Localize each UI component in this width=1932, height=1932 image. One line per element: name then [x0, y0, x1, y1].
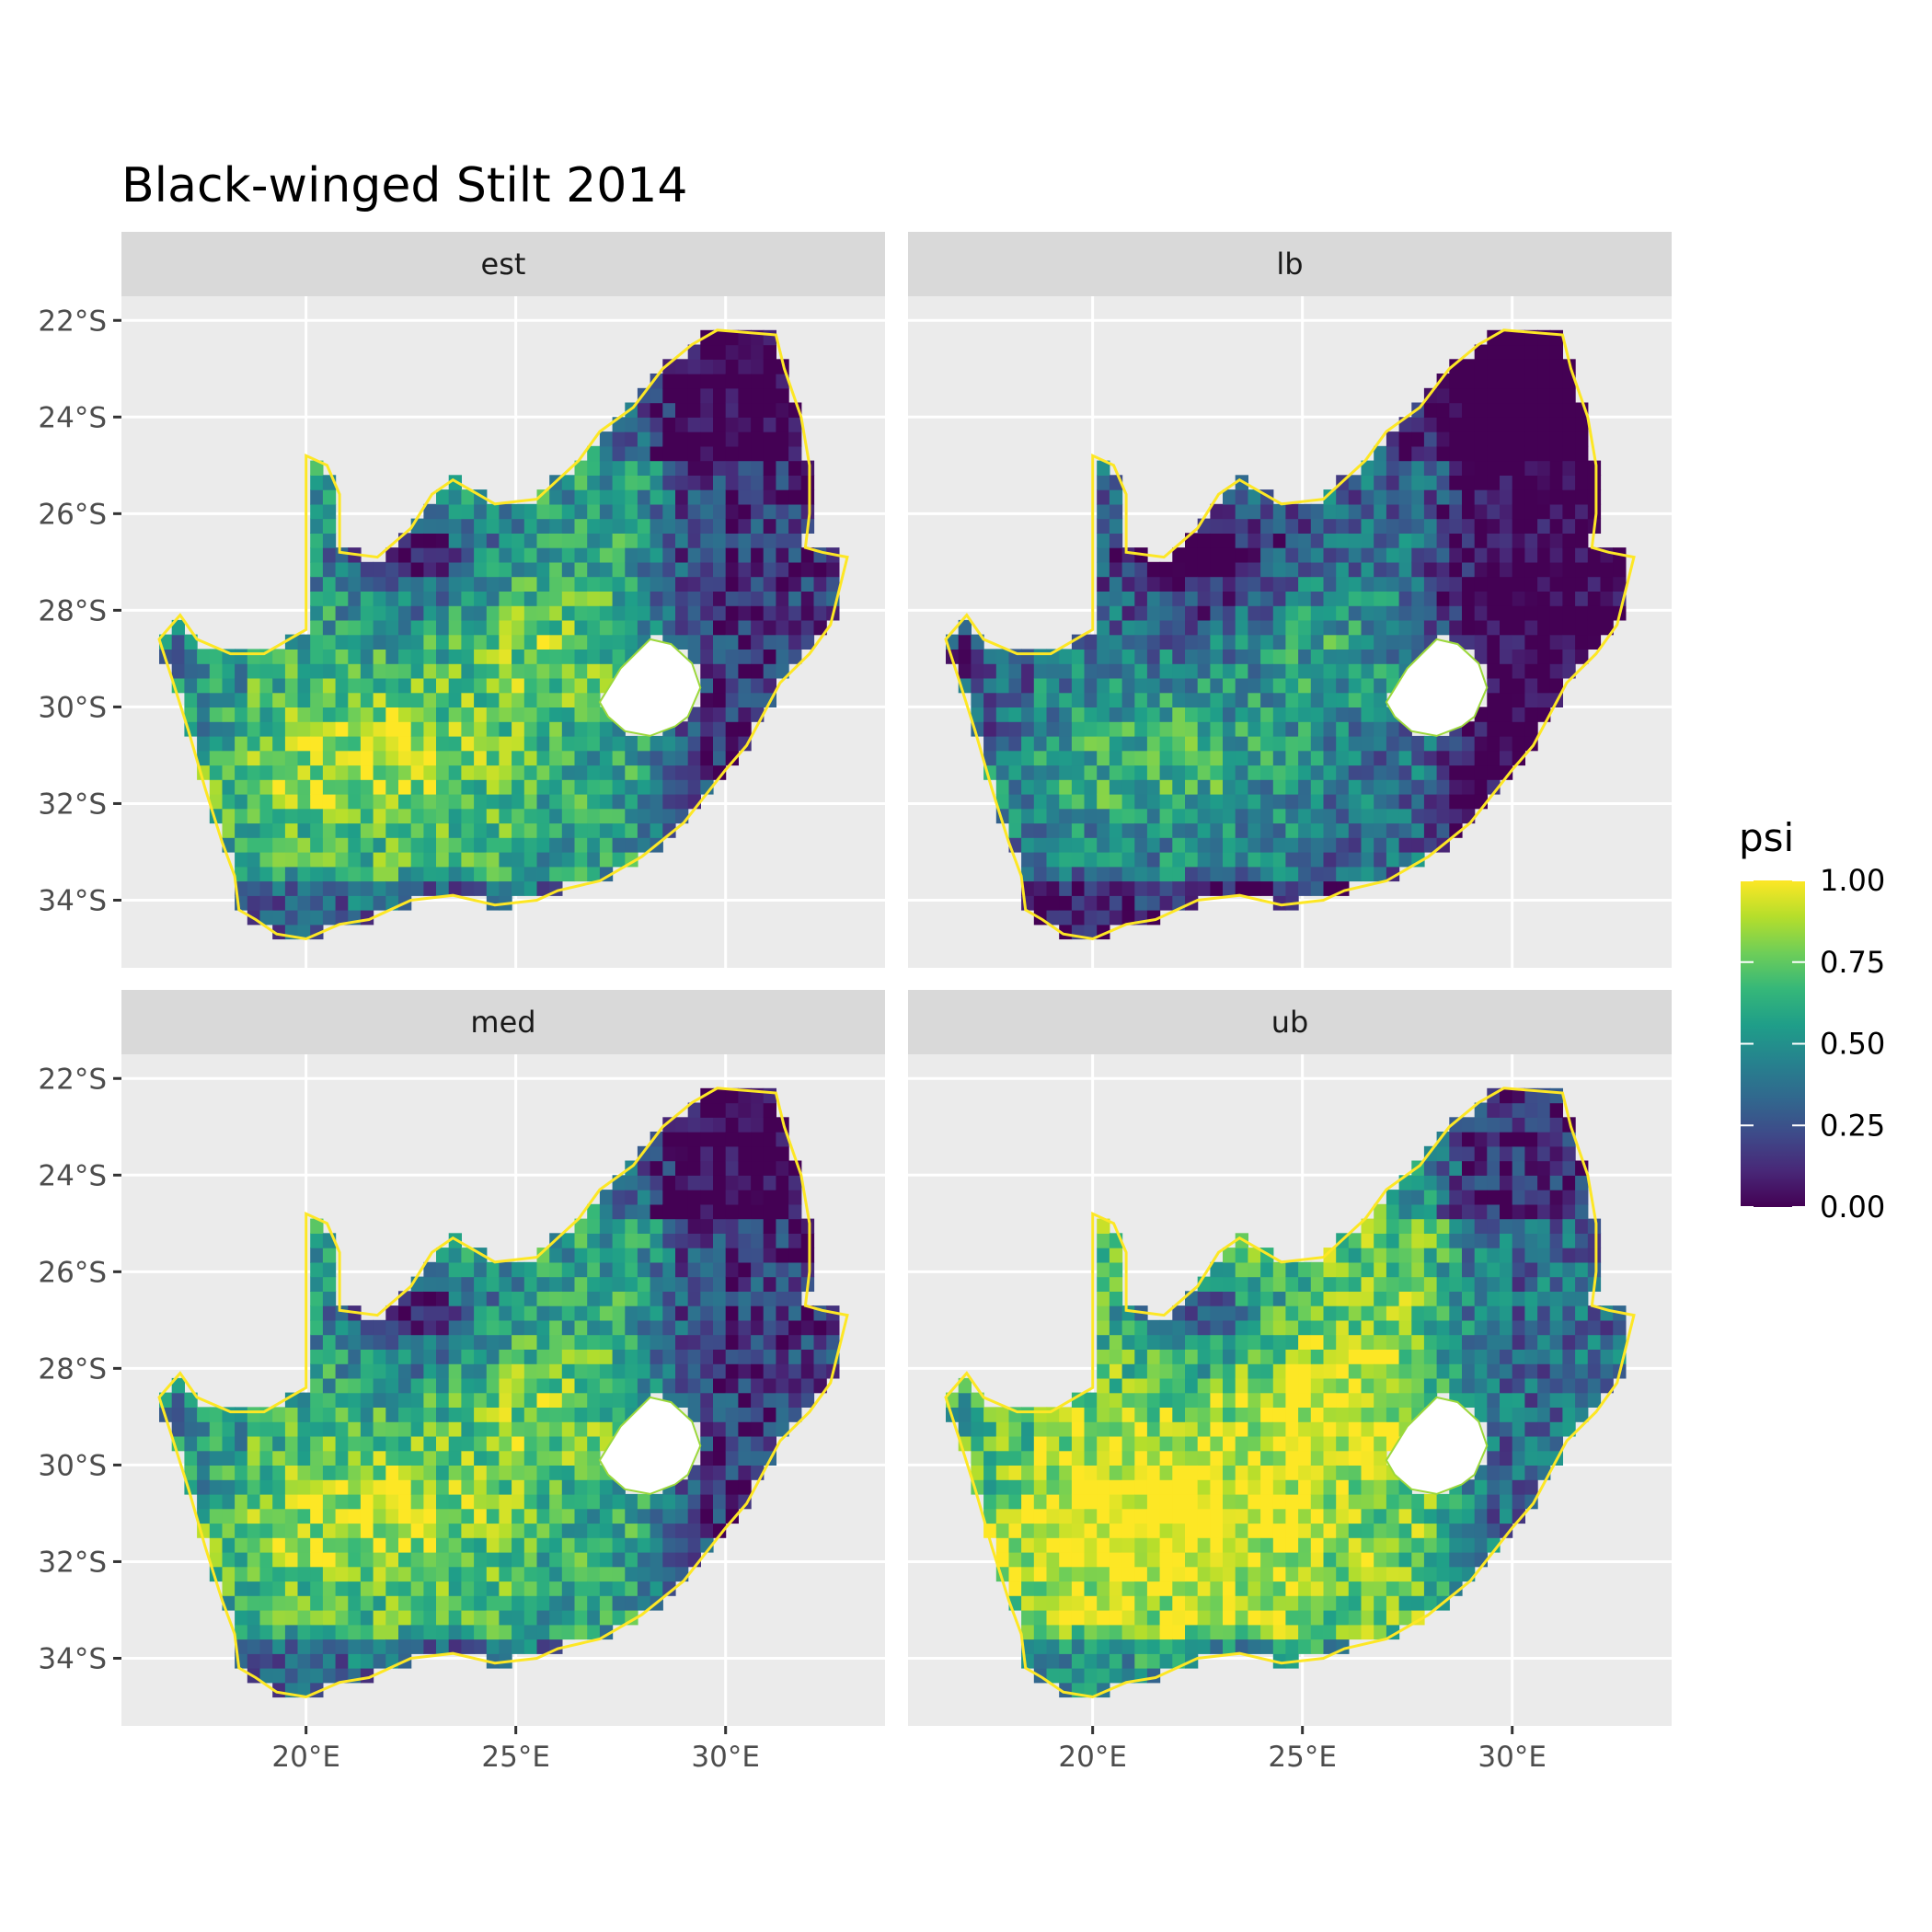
- psi-raster-lb: [946, 329, 1627, 940]
- facet-strip-est: [121, 232, 885, 296]
- country-outline: [157, 328, 849, 941]
- facet-label-lb: lb: [1276, 247, 1303, 282]
- facet-panel-lb: lb: [908, 232, 1672, 968]
- legend-label: 0.75: [1820, 945, 1885, 980]
- facet-label-ub: ub: [1271, 1005, 1309, 1040]
- legend-label: 0.00: [1820, 1190, 1885, 1225]
- y-tick-label: 28°S: [38, 1352, 107, 1386]
- facet-label-med: med: [470, 1005, 535, 1040]
- facet-strip-lb: [908, 232, 1672, 296]
- x-tick-label: 25°E: [1268, 1741, 1337, 1774]
- lesotho-hole: [598, 1396, 702, 1495]
- legend-title: psi: [1739, 815, 1794, 860]
- y-tick-label: 34°S: [38, 884, 107, 917]
- y-tick-label: 30°S: [38, 1449, 107, 1482]
- facet-strip-med: [121, 990, 885, 1054]
- y-tick-label: 22°S: [38, 1063, 107, 1096]
- y-tick-label: 32°S: [38, 788, 107, 821]
- lesotho-hole: [598, 638, 702, 737]
- y-tick-label: 26°S: [38, 498, 107, 531]
- psi-raster-est: [159, 329, 840, 940]
- y-tick-label: 26°S: [38, 1256, 107, 1289]
- x-tick-label: 25°E: [481, 1741, 550, 1774]
- facet-label-est: est: [481, 247, 526, 282]
- lesotho-hole: [1385, 1396, 1489, 1495]
- y-tick-label: 34°S: [38, 1642, 107, 1675]
- y-tick-label: 32°S: [38, 1546, 107, 1579]
- facet-panel-med: med 22°S 24°S 26°S 28°S 30°S 32°S 34°S 20°E 25°E 3…: [38, 990, 885, 1774]
- x-tick-label: 20°E: [1058, 1741, 1127, 1774]
- y-tick-label: 28°S: [38, 594, 107, 627]
- legend-label: 1.00: [1820, 863, 1885, 898]
- facet-panels: est 22°S 24°S 26°S 28°S 30°S 32°S 34°S lb med 22°S…: [38, 232, 1672, 1774]
- facet-strip-ub: [908, 990, 1672, 1054]
- legend-label: 0.50: [1820, 1027, 1885, 1062]
- facet-panel-ub: ub 20°E 25°E 30°E: [908, 990, 1672, 1774]
- y-tick-label: 24°S: [38, 401, 107, 434]
- y-tick-label: 24°S: [38, 1159, 107, 1192]
- y-tick-label: 30°S: [38, 691, 107, 724]
- figure-title: Black-winged Stilt 2014: [121, 158, 687, 213]
- psi-legend: psi 1.00 0.75 0.50 0.25 0.00: [1739, 815, 1885, 1225]
- x-tick-label: 30°E: [1478, 1741, 1547, 1774]
- country-outline: [944, 328, 1636, 941]
- country-outline: [944, 1087, 1636, 1699]
- x-tick-label: 20°E: [271, 1741, 340, 1774]
- lesotho-hole: [1385, 638, 1489, 737]
- y-tick-label: 22°S: [38, 305, 107, 338]
- x-tick-label: 30°E: [691, 1741, 760, 1774]
- facet-panel-est: est 22°S 24°S 26°S 28°S 30°S 32°S 34°S: [38, 232, 885, 968]
- country-outline: [157, 1087, 849, 1699]
- psi-raster-med: [159, 1087, 840, 1698]
- legend-label: 0.25: [1820, 1108, 1885, 1143]
